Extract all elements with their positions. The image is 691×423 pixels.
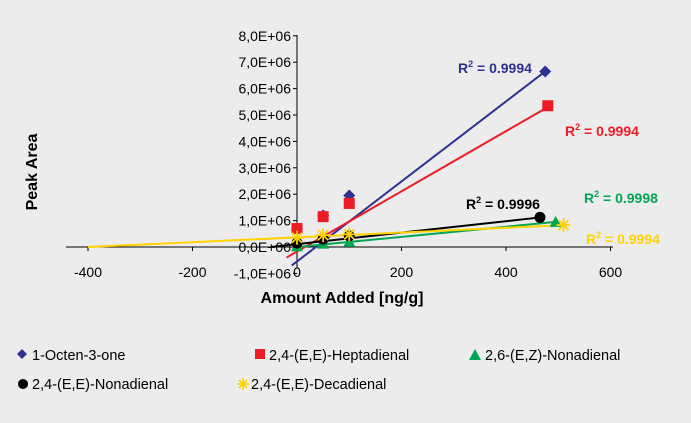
y-tick-label: 2,0E+06 [238, 186, 291, 202]
r2-label-heptadienal: R2 = 0.9994 [565, 122, 639, 139]
y-tick-label: 1,0E+06 [238, 213, 291, 229]
x-axis-ticks: -400 -200 0 200 400 600 [74, 247, 622, 280]
y-tick-label: 3,0E+06 [238, 160, 291, 176]
legend-item: 2,6-(E,Z)-Nonadienal [469, 348, 620, 364]
data-point [556, 218, 571, 233]
legend: 1-Octen-3-one 2,4-(E,E)-Heptadienal 2,6-… [17, 348, 620, 393]
x-tick-label: 0 [293, 264, 301, 280]
legend-item: 1-Octen-3-one [17, 348, 126, 364]
legend-item: 2,4-(E,E)-Heptadienal [255, 348, 409, 364]
legend-label: 1-Octen-3-one [32, 348, 126, 364]
y-tick-label: 7,0E+06 [238, 54, 291, 70]
x-tick-label: -400 [74, 264, 102, 280]
x-tick-label: 200 [390, 264, 414, 280]
trendline [286, 106, 549, 259]
r2-label-nonadienal-ee: R2 = 0.9996 [466, 195, 540, 212]
legend-triangle-icon [469, 349, 481, 360]
y-tick-label: 5,0E+06 [238, 107, 291, 123]
legend-square-icon [255, 349, 265, 359]
data-point [542, 100, 554, 112]
y-axis-title: Peak Area [24, 134, 41, 211]
legend-label: 2,4-(E,E)-Heptadienal [269, 348, 409, 364]
trendline [291, 70, 546, 267]
r2-label-decadienal: R2 = 0.9994 [586, 230, 660, 247]
trendlines [87, 70, 564, 267]
r2-label-octenone: R2 = 0.9994 [458, 59, 532, 76]
y-tick-label: -1,0E+06 [234, 265, 291, 281]
legend-label: 2,6-(E,Z)-Nonadienal [485, 348, 620, 364]
data-points [290, 65, 571, 252]
legend-label: 2,4-(E,E)-Nonadienal [32, 377, 168, 393]
trendline [296, 220, 556, 248]
legend-item: 2,4-(E,E)-Decadienal [237, 377, 386, 393]
r2-label-nonadienal-ez: R2 = 0.9998 [584, 189, 658, 206]
data-point [549, 215, 562, 227]
y-tick-label: 8,0E+06 [238, 28, 291, 44]
legend-asterisk-icon [237, 378, 249, 390]
data-point [317, 211, 329, 223]
y-tick-label: 0,0E+00 [238, 239, 291, 255]
x-axis-title: Amount Added [ng/g] [261, 290, 424, 307]
legend-label: 2,4-(E,E)-Decadienal [251, 377, 386, 393]
data-point [290, 230, 304, 245]
legend-item: 2,4-(E,E)-Nonadienal [18, 377, 168, 393]
y-axis-ticks: -1,0E+06 0,0E+00 1,0E+06 2,0E+06 3,0E+06 4,0E… [234, 28, 297, 281]
x-tick-label: -200 [178, 264, 206, 280]
x-tick-label: 600 [599, 264, 623, 280]
data-point [291, 223, 303, 235]
data-point [539, 65, 552, 78]
data-point [316, 228, 331, 243]
x-tick-label: 400 [494, 264, 518, 280]
data-point [534, 211, 546, 223]
data-point [343, 197, 355, 209]
legend-circle-icon [18, 379, 28, 389]
data-point [342, 227, 357, 242]
y-tick-label: 4,0E+06 [238, 133, 291, 149]
y-tick-label: 6,0E+06 [238, 81, 291, 97]
legend-diamond-icon [17, 349, 27, 359]
